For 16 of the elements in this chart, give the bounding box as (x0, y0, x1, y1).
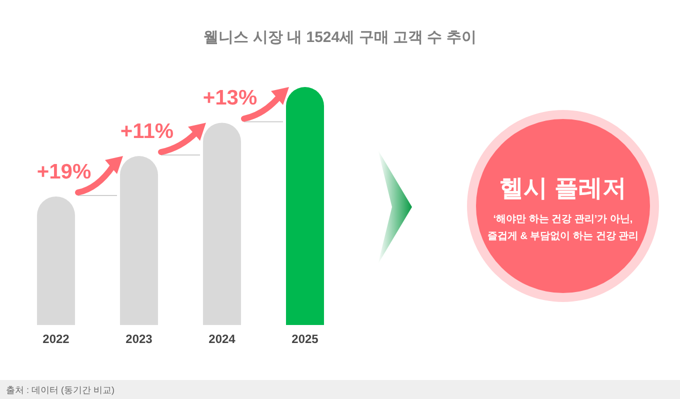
annotation: +19% (36, 160, 92, 184)
text: 즐겁게 & 부담없이 하는 건강 관리 (487, 231, 639, 242)
x-tick-label: 2022 (42, 332, 70, 346)
x-tick-label: 2024 (208, 332, 236, 346)
x-tick-label: 2025 (292, 332, 319, 346)
chart-title: 웰니스 시장 내 1524세 구매 고객 수 추이 (204, 29, 476, 46)
text: 헬시 플레저 (500, 175, 626, 202)
annotation: +13% (202, 86, 258, 110)
bar (120, 156, 158, 325)
bar (286, 87, 324, 325)
bar (203, 122, 241, 325)
source-note: 출처 : 데이터 (동기간 비교) (6, 385, 114, 395)
bar (37, 196, 75, 325)
x-tick-label: 2023 (126, 332, 153, 346)
annotation: +11% (120, 120, 174, 144)
text: ‘해야만 하는 건강 관리’가 아닌, (493, 214, 633, 225)
